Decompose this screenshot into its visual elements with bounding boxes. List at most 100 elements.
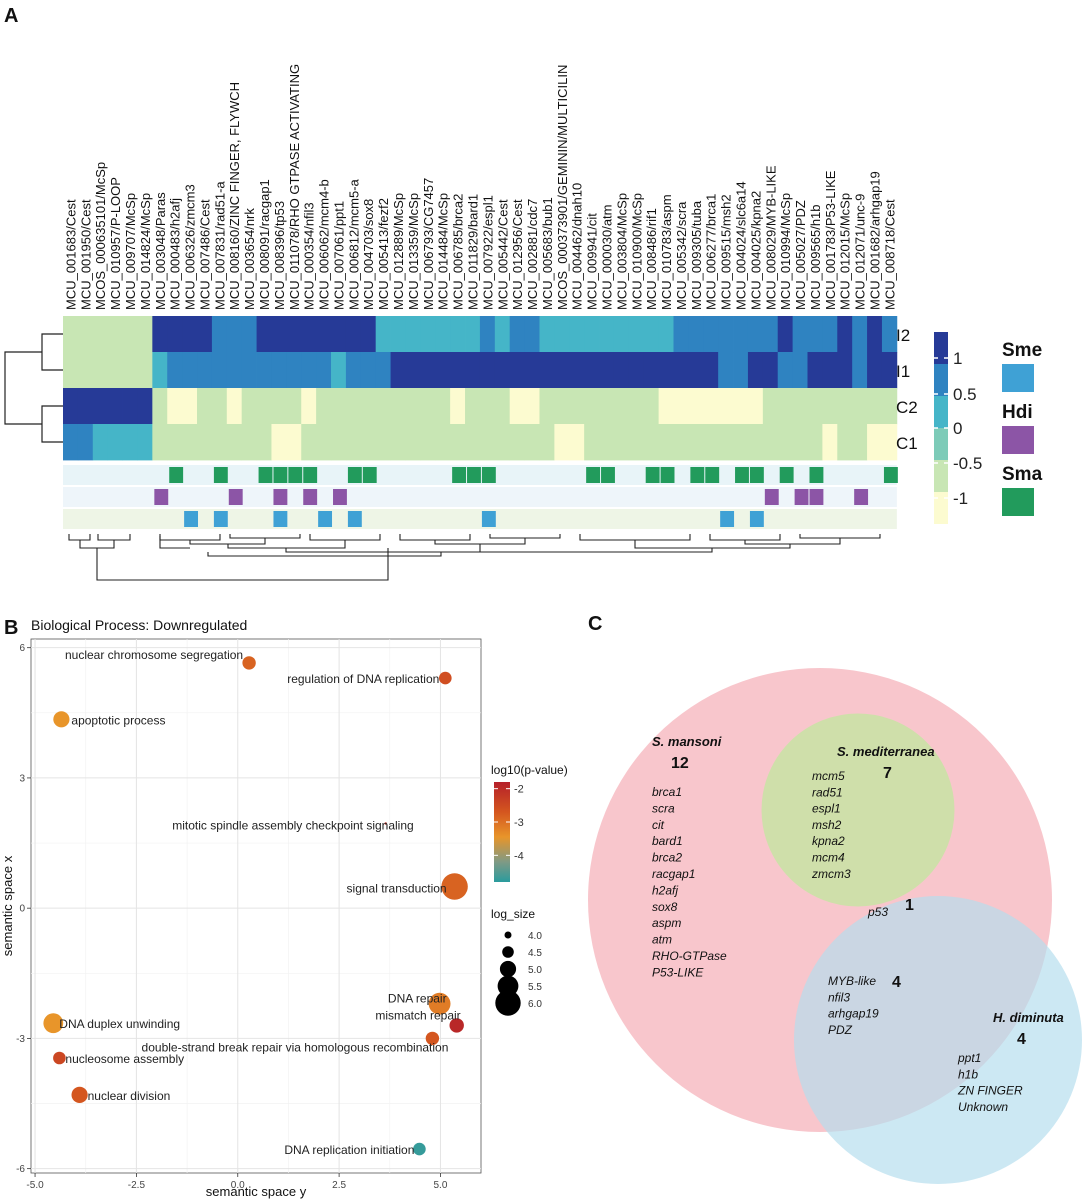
annotation-track-background [63,509,897,529]
heatmap-cell [465,388,481,425]
heatmap-cell [703,352,719,389]
venn-mediterranea-gene: kpna2 [812,834,845,848]
heatmap-cell [405,352,421,389]
heatmap-cell [569,388,585,425]
heatmap-cell [673,388,689,425]
heatmap-cell [792,424,808,461]
heatmap-cell [747,316,764,353]
heatmap-cell [479,352,496,389]
venn-mansoni-gene: atm [652,933,672,947]
size-legend-title: log_size [491,907,535,921]
gene-label: MCU_012956/Cest [510,199,525,310]
heatmap-cell [494,316,511,353]
heatmap-cell [554,424,570,461]
gene-label: MCU_007831/rad51-a [212,181,227,310]
size-legend-label: 6.0 [528,999,542,1010]
heatmap-cell [479,388,496,425]
annotation-mark [169,467,184,483]
heatmap-cell [643,316,659,353]
heatmap-cell [63,316,79,353]
heatmap-cell [167,352,183,389]
venn-mansoni-gene: bard1 [652,834,683,848]
gene-label: MCU_001783/P53-LIKE [823,170,838,310]
venn-mansoni-diminuta-gene: PDZ [828,1023,853,1037]
heatmap-cell [762,424,779,461]
heatmap-cell [211,388,228,425]
gene-label: MCU_009565/h1b [808,204,823,310]
annotation-mark [228,489,243,505]
heatmap-cell [777,424,794,461]
venn-diminuta-gene: Unknown [958,1100,1008,1114]
heatmap-cell [762,352,779,389]
heatmap-cell [673,352,689,389]
heatmap-cell [345,388,362,425]
heatmap-cell [658,352,674,389]
heatmap-cell [584,424,600,461]
panel-c-label: C [588,613,602,635]
heatmap-cell [733,316,749,353]
venn-mediterranea-gene: espl1 [812,802,841,816]
scatter-point [242,656,256,670]
heatmap-cell [852,316,868,353]
heatmap-cell [63,388,79,425]
heatmap-cell [241,424,257,461]
heatmap-cell [345,352,362,389]
gene-label: MCU_008486/rif1 [644,208,659,310]
size-legend-dot [502,946,514,958]
venn-mansoni-gene: sox8 [652,900,678,914]
gene-label: MCU_000030/atm [599,205,614,311]
pvalue-color-legend: log10(p-value) -2 -3 -4 [491,763,568,882]
gene-label: MCU_003804/McSp [614,193,629,310]
heatmap-cell [241,352,257,389]
x-tick-label: -5.0 [26,1180,44,1191]
heatmap-cell [733,424,749,461]
heatmap-cell [77,352,94,389]
scatter-point-label: DNA repair [388,992,447,1006]
heatmap-cell [792,388,808,425]
scatter-point [425,1031,440,1046]
scatter-xlabel: semantic space y [206,1184,307,1199]
heatmap-cell [494,424,511,461]
gene-label: MCU_002881/cdc7 [525,199,540,310]
heatmap-cell [137,316,153,353]
heatmap-cell [628,316,645,353]
x-tick-label: 2.5 [332,1180,346,1191]
heatmap-cell [331,316,347,353]
annotation-mark [213,467,228,483]
heatmap-cell [747,424,764,461]
heatmap-cell [628,424,645,461]
gene-label: MCU_004462/dnah10 [570,183,585,310]
heatmap-cell [852,424,868,461]
species-legend: Sme Hdi Sma [1002,340,1043,516]
size-legend: log_size 4.0 4.5 5.0 5.5 6.0 [491,907,542,1016]
species-legend-sme-label: Sme [1002,340,1042,361]
heatmap-cell [360,388,377,425]
annotation-mark [779,467,794,483]
heatmap-cell [301,316,317,353]
heatmap-cell [524,352,540,389]
scatter-point [53,1051,66,1065]
annotation-mark [645,467,660,483]
gene-label: MCU_010957/P-LOOP [108,177,123,310]
heatmap-cell [63,352,79,389]
gene-label: MCU_008160/ZINC FINGER, FLYWCH [227,82,242,310]
size-legend-dot [497,975,519,997]
x-tick-label: 0.0 [231,1180,245,1191]
venn-mediterranea-gene: mcm4 [812,851,845,865]
gene-label: MCU_008029/MYB-LIKE [763,165,778,310]
heatmap-cell [524,424,540,461]
pvalue-legend-title: log10(p-value) [491,763,568,777]
heatmap-cell [807,352,823,389]
venn-mediterranea-gene: msh2 [812,818,842,832]
species-legend-sma-label: Sma [1002,464,1043,485]
scatter-point [441,873,468,900]
heatmap-cell [167,388,183,425]
heatmap-cell [718,352,734,389]
heatmap-cell [807,424,823,461]
heatmap-cell [360,352,377,389]
heatmap-cell [182,388,198,425]
annotation-mark [213,511,228,527]
gene-label: MCOS_000373901/GEMININ/MULTICILIN [555,65,570,310]
scatter-ylabel: semantic space x [0,855,15,956]
